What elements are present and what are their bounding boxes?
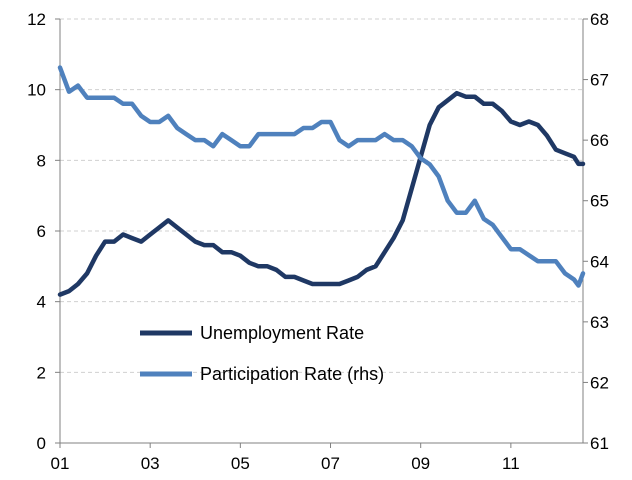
- x-tick-label: 11: [502, 454, 520, 473]
- right-tick-label: 62: [590, 373, 609, 392]
- right-tick-label: 66: [590, 131, 609, 150]
- right-tick-label: 64: [590, 252, 609, 271]
- series-line-participation-rate: [57, 65, 586, 288]
- x-tick-label: 07: [321, 454, 340, 473]
- right-tick-label: 61: [590, 434, 609, 453]
- series-line-unemployment-rate: [57, 90, 586, 297]
- x-tick-label: 01: [51, 454, 70, 473]
- left-tick-label: 6: [37, 222, 46, 241]
- legend-label-participation: Participation Rate (rhs): [200, 364, 384, 384]
- left-tick-label: 12: [27, 10, 46, 29]
- gridlines: [60, 18, 583, 373]
- left-tick-label: 8: [37, 151, 46, 170]
- left-tick-label: 10: [27, 81, 46, 100]
- series-lines: [57, 65, 586, 297]
- x-tick-label: 05: [231, 454, 250, 473]
- left-axis-tick-labels: 0 2 4 6 8 10 12: [27, 10, 46, 453]
- left-tick-label: 0: [37, 434, 46, 453]
- right-tick-label: 63: [590, 313, 609, 332]
- legend: Unemployment Rate Participation Rate (rh…: [140, 323, 384, 384]
- x-tick-label: 09: [411, 454, 430, 473]
- x-axis-tick-labels: 01 03 05 07 09 11: [51, 454, 520, 473]
- right-tick-label: 67: [590, 71, 609, 90]
- x-tick-label: 03: [141, 454, 160, 473]
- axes: [55, 18, 588, 448]
- right-axis-tick-labels: 61 62 63 64 65 66 67 68: [590, 10, 609, 453]
- legend-label-unemployment: Unemployment Rate: [200, 323, 364, 343]
- right-tick-label: 65: [590, 192, 609, 211]
- left-tick-label: 2: [37, 363, 46, 382]
- left-tick-label: 4: [37, 293, 46, 312]
- right-tick-label: 68: [590, 10, 609, 29]
